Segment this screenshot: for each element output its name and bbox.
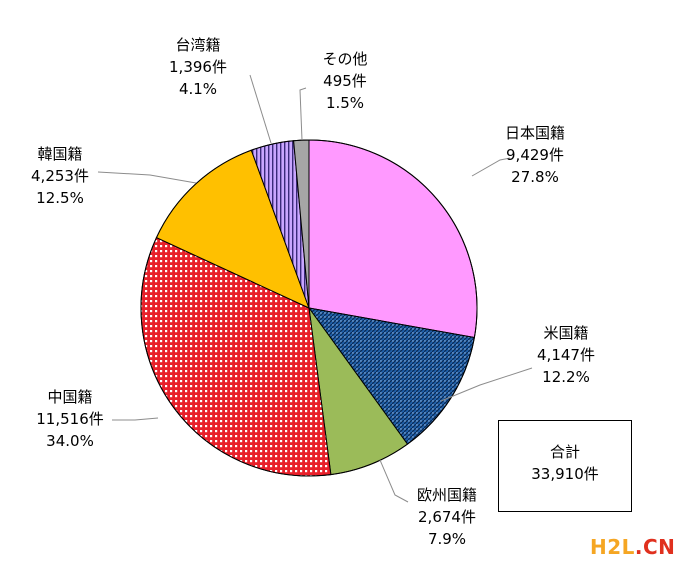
slice-label-name-7: その他 xyxy=(322,50,367,68)
total-value: 33,910件 xyxy=(531,465,599,483)
leader-line-5 xyxy=(97,171,197,184)
slice-label-percent-2: 12.2% xyxy=(542,368,590,386)
watermark-suffix: .CN xyxy=(634,535,676,559)
slice-label-name-6: 台湾籍 xyxy=(175,36,220,54)
slice-label-count-2: 4,147件 xyxy=(537,346,595,364)
slice-label-count-1: 9,429件 xyxy=(506,146,564,164)
slice-label-name-4: 中国籍 xyxy=(47,388,92,406)
leader-line-7 xyxy=(299,87,307,141)
watermark-logo: H2L.CN xyxy=(590,535,675,559)
pie-outline xyxy=(140,139,478,477)
slice-label-count-4: 11,516件 xyxy=(36,410,104,428)
leader-line-1 xyxy=(471,157,511,177)
leader-line-6 xyxy=(249,74,272,144)
slice-label-percent-5: 12.5% xyxy=(36,189,84,207)
slice-label-percent-4: 34.0% xyxy=(46,432,94,450)
slice-label-count-3: 2,674件 xyxy=(418,508,476,526)
slice-label-count-7: 495件 xyxy=(323,72,367,90)
slice-label-name-5: 韓国籍 xyxy=(37,145,82,163)
watermark-text: H2L xyxy=(590,535,635,559)
slice-label-name-1: 日本国籍 xyxy=(505,124,565,142)
slice-label-percent-1: 27.8% xyxy=(511,168,559,186)
leader-line-2 xyxy=(440,367,533,402)
total-box: 合計 33,910件 xyxy=(498,420,632,512)
slice-label-percent-3: 7.9% xyxy=(428,530,466,548)
leader-line-4 xyxy=(112,417,159,421)
slice-label-percent-6: 4.1% xyxy=(179,80,217,98)
total-label: 合計 xyxy=(549,443,580,461)
slice-label-name-2: 米国籍 xyxy=(543,324,588,342)
slice-label-percent-7: 1.5% xyxy=(326,94,364,112)
slice-label-name-3: 欧州国籍 xyxy=(417,486,477,504)
slice-label-count-6: 1,396件 xyxy=(169,58,227,76)
slice-label-count-5: 4,253件 xyxy=(31,167,89,185)
pie-slice-1 xyxy=(308,139,478,339)
leader-line-3 xyxy=(379,459,409,503)
